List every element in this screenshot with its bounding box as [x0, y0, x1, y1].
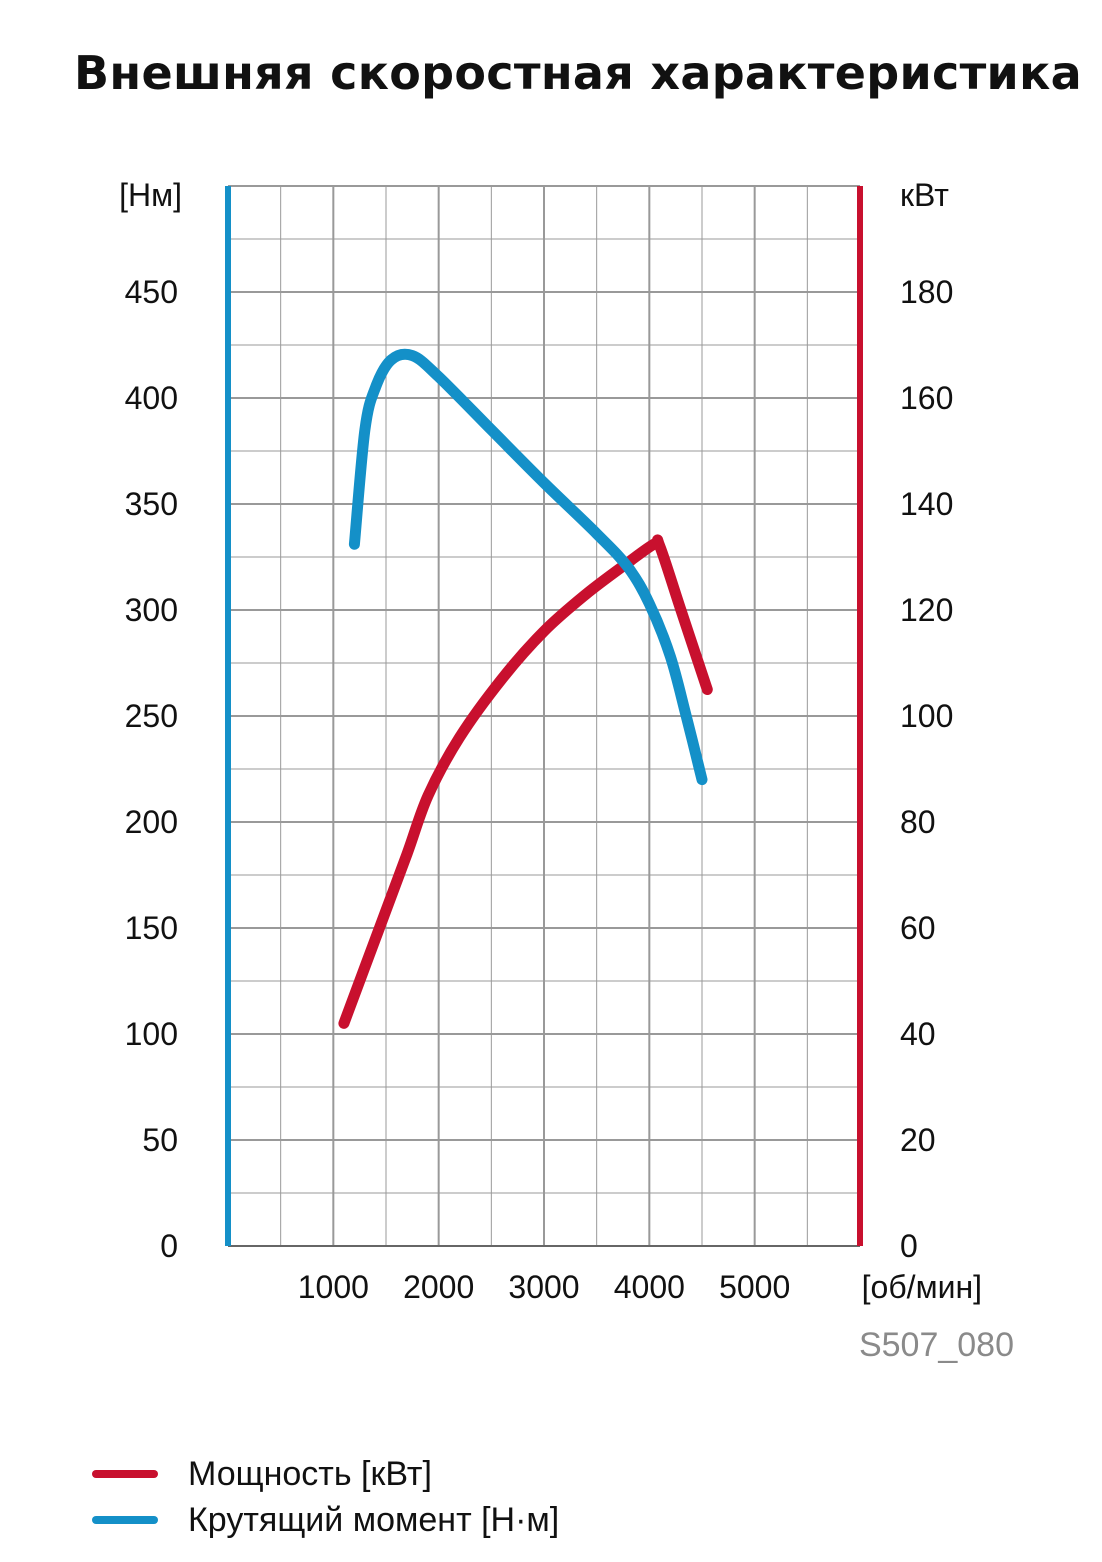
- y-left-tick-label: 300: [125, 592, 178, 628]
- series-line-torque: [348, 348, 708, 786]
- y-right-tick-label: 0: [900, 1228, 918, 1264]
- x-tick-label: 2000: [403, 1269, 474, 1305]
- x-tick-label: 5000: [719, 1269, 790, 1305]
- legend-swatch-power: [92, 1470, 158, 1478]
- y-right-tick-label: 180: [900, 274, 953, 310]
- y-left-tick-label: 200: [125, 804, 178, 840]
- y-left-tick-label: 100: [125, 1016, 178, 1052]
- y-left-tick-label: 400: [125, 380, 178, 416]
- figure-code: S507_080: [859, 1326, 1014, 1364]
- series-lines: [338, 348, 713, 1029]
- series-line-power: [338, 534, 713, 1029]
- x-tick-label: 3000: [508, 1269, 579, 1305]
- y-right-tick-label: 140: [900, 486, 953, 522]
- legend-swatch-torque: [92, 1516, 158, 1524]
- y-right-tick-label: 60: [900, 910, 936, 946]
- chart-title: Внешняя скоростная характеристика: [74, 46, 1082, 100]
- x-tick-label: 1000: [298, 1269, 369, 1305]
- y-left-tick-label: 150: [125, 910, 178, 946]
- y-left-axis-label: [Нм]: [119, 177, 182, 213]
- legend-label-power: Мощность [кВт]: [188, 1454, 432, 1493]
- x-axis-label: [об/мин]: [862, 1269, 982, 1305]
- legend-item-power: Мощность [кВт]: [92, 1454, 432, 1494]
- grid: [228, 185, 860, 1247]
- y-right-tick-label: 20: [900, 1122, 936, 1158]
- axes: [225, 186, 863, 1246]
- y-right-axis-label: кВт: [900, 177, 949, 213]
- y-right-tick-label: 120: [900, 592, 953, 628]
- y-left-tick-label: 0: [160, 1228, 178, 1264]
- y-left-tick-label: 350: [125, 486, 178, 522]
- tick-labels: 0 50 100 150 200 250 300 350 400 450 0 20 40 60 80 100 1…: [119, 177, 1014, 1364]
- y-right-tick-label: 80: [900, 804, 936, 840]
- y-right-tick-label: 40: [900, 1016, 936, 1052]
- legend-label-torque: Крутящий момент [Н·м]: [188, 1500, 560, 1539]
- x-tick-label: 4000: [614, 1269, 685, 1305]
- y-left-tick-label: 450: [125, 274, 178, 310]
- engine-chart: 0 50 100 150 200 250 300 350 400 450 0 20 40 60 80 100 1…: [119, 177, 1014, 1364]
- legend-item-torque: Крутящий момент [Н·м]: [92, 1500, 559, 1540]
- y-right-tick-label: 160: [900, 380, 953, 416]
- y-right-tick-label: 100: [900, 698, 953, 734]
- y-left-tick-label: 50: [142, 1122, 178, 1158]
- y-left-tick-label: 250: [125, 698, 178, 734]
